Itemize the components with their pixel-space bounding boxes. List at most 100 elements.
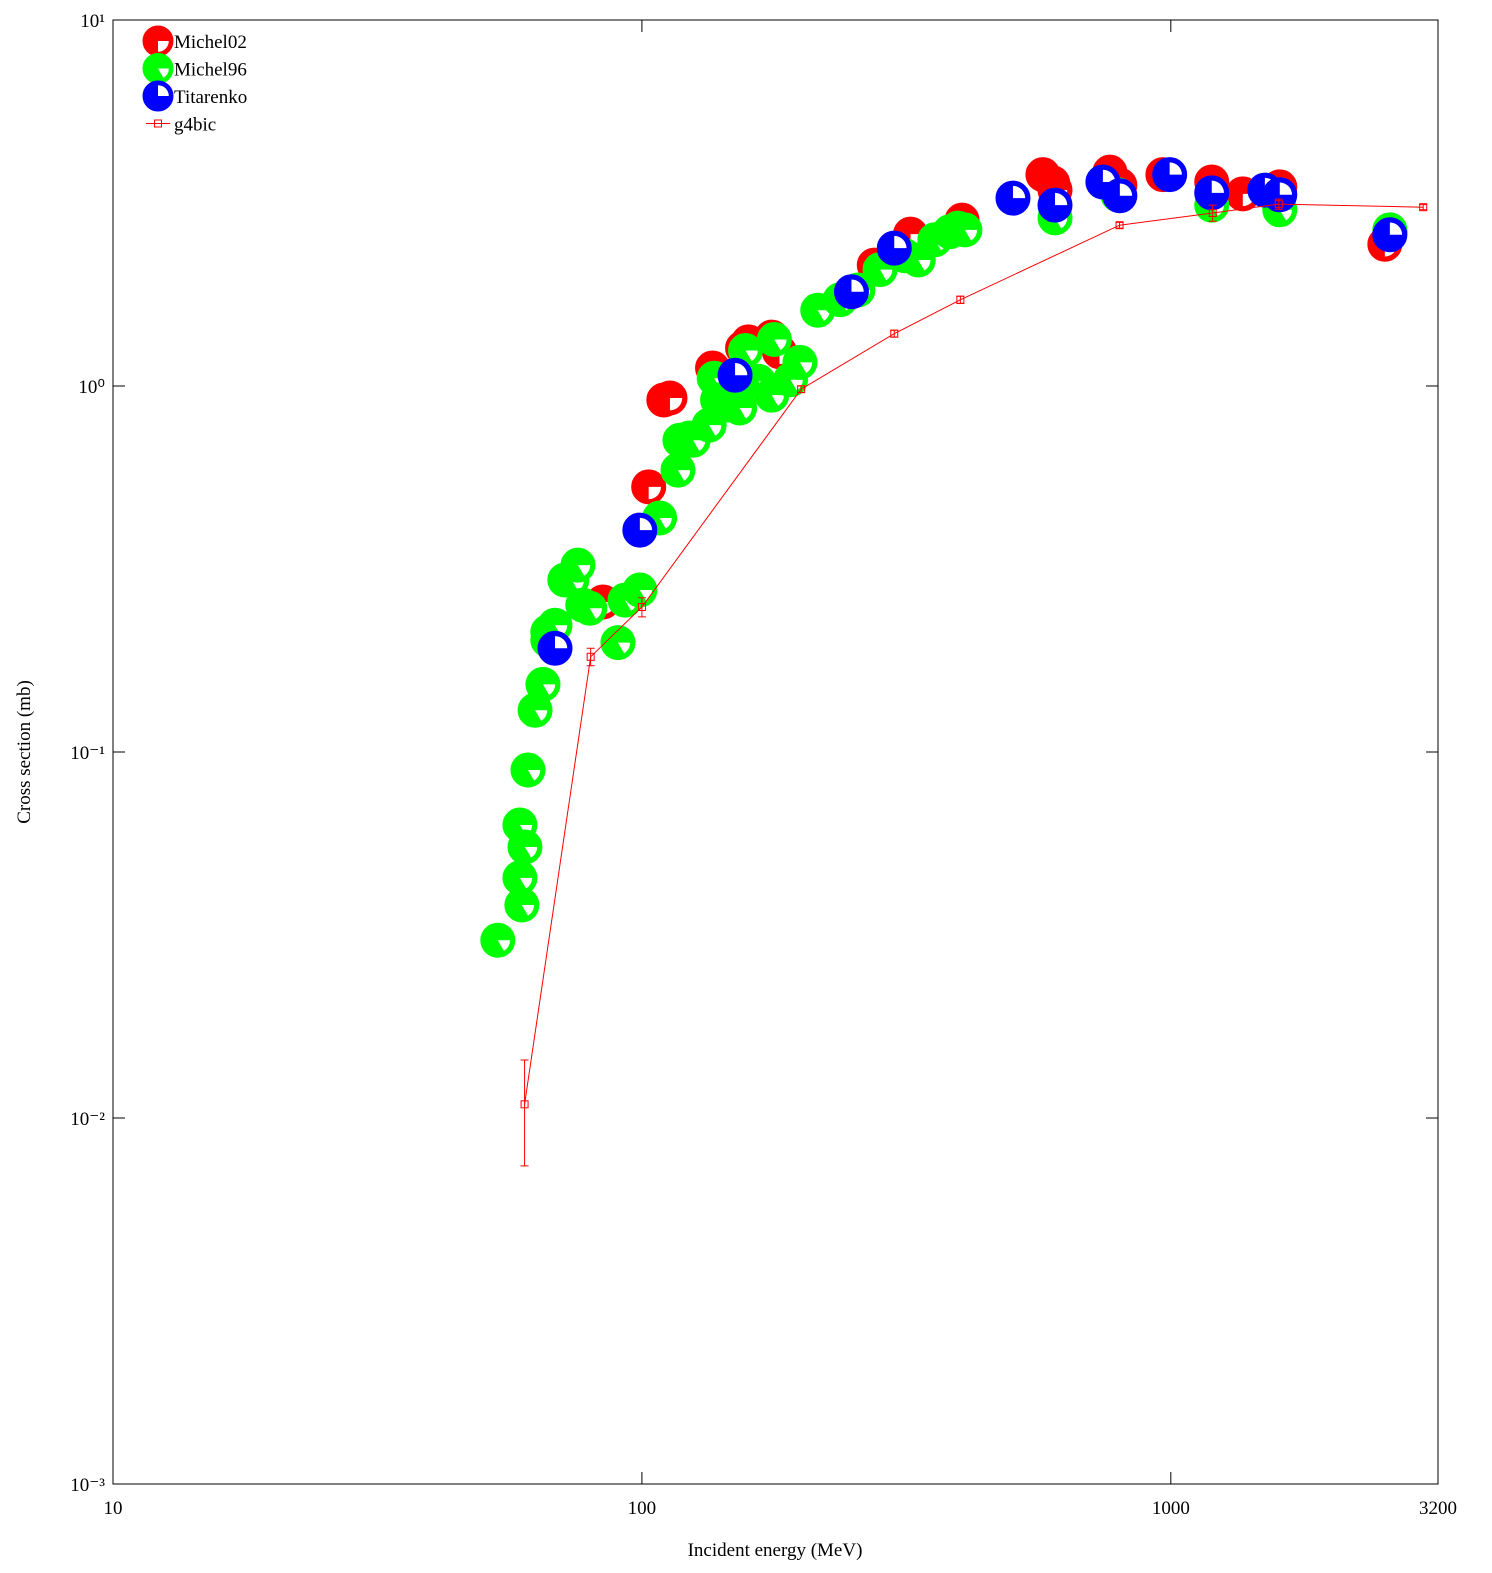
series-line (524, 203, 1424, 1105)
point (510, 752, 546, 788)
point (525, 666, 561, 702)
point (717, 357, 753, 393)
point (572, 590, 608, 626)
point-outline (1152, 157, 1188, 193)
point (1208, 208, 1217, 217)
point (1372, 217, 1408, 253)
point (1419, 203, 1428, 212)
point (756, 321, 792, 357)
point (660, 452, 696, 488)
point (560, 547, 596, 583)
y-tick-label: 10⁰ (78, 377, 105, 398)
point (520, 1100, 529, 1109)
point (631, 469, 667, 505)
point-wedge (542, 684, 556, 696)
point-outline (525, 666, 561, 702)
legend-marker (154, 119, 162, 128)
point-wedge (659, 517, 672, 529)
point-wedge (648, 486, 661, 500)
point-outline (600, 625, 636, 661)
point (1037, 187, 1073, 223)
point (1102, 178, 1138, 214)
point (876, 230, 912, 266)
point-wedge (158, 68, 169, 78)
point (1115, 221, 1124, 230)
error-bar (520, 1059, 529, 1167)
error-bar (890, 329, 899, 338)
point (956, 295, 965, 304)
point-wedge (519, 877, 533, 889)
point-wedge (918, 259, 931, 271)
x-tick-label: 1000 (1152, 1498, 1190, 1519)
error-bar (1115, 221, 1124, 229)
point-outline (480, 922, 516, 958)
point-outline (622, 512, 658, 548)
legend-entry: g4bic (146, 115, 216, 136)
point-outline (995, 180, 1031, 216)
point-wedge (555, 625, 568, 636)
point-wedge (693, 440, 706, 451)
point-wedge (669, 398, 683, 411)
point (1262, 177, 1298, 213)
point-outline (1037, 187, 1073, 223)
y-tick-label: 10⁻² (70, 1109, 105, 1130)
error-bar (637, 597, 646, 618)
x-tick-label: 100 (628, 1498, 657, 1519)
point (722, 390, 758, 426)
point (537, 630, 573, 666)
point-wedge (774, 339, 787, 351)
point (782, 344, 818, 380)
error-bar (586, 647, 595, 667)
point-outline (507, 829, 543, 865)
point-wedge (799, 362, 813, 374)
legend-label: Titarenko (174, 87, 247, 108)
error-bar (956, 295, 965, 305)
legend-label: Michel02 (174, 32, 247, 53)
point-wedge (1102, 169, 1116, 182)
point (652, 380, 688, 416)
point-outline (1262, 177, 1298, 213)
point-wedge (1389, 222, 1403, 235)
point-outline (142, 80, 174, 112)
x-axis-label: Incident energy (MeV) (688, 1540, 863, 1561)
plot-frame (112, 19, 1439, 1485)
point (142, 25, 174, 57)
point-wedge (709, 425, 722, 436)
point-outline (833, 274, 869, 310)
point (600, 625, 636, 661)
point-outline (631, 469, 667, 505)
point-wedge (521, 904, 535, 916)
point-wedge (1169, 162, 1182, 175)
legend-label: g4bic (174, 115, 216, 136)
point-outline (782, 344, 818, 380)
legend-entry: Michel02 (142, 25, 247, 57)
point (833, 274, 869, 310)
point (142, 80, 174, 112)
point (637, 602, 646, 611)
point-wedge (894, 235, 907, 249)
point-outline (560, 547, 596, 583)
point-wedge (527, 769, 541, 781)
point-outline (1372, 217, 1408, 253)
error-bar (1208, 204, 1217, 222)
point-wedge (524, 847, 538, 858)
legend-entry: Titarenko (142, 80, 247, 112)
point (947, 212, 983, 248)
point-outline (876, 230, 912, 266)
point-outline (572, 590, 608, 626)
point-outline (652, 380, 688, 416)
point-wedge (617, 642, 631, 654)
x-tick-label: 3200 (1419, 1498, 1457, 1519)
point-wedge (577, 565, 591, 576)
point-wedge (1055, 192, 1068, 206)
y-tick-label: 10¹ (80, 11, 105, 32)
x-tick-label: 10 (104, 1498, 123, 1519)
point-outline (622, 572, 658, 608)
point-wedge (589, 608, 603, 619)
point-outline (756, 321, 792, 357)
point-wedge (497, 940, 511, 951)
point-wedge (790, 379, 803, 391)
point-wedge (851, 279, 864, 292)
y-tick-label: 10⁻¹ (70, 743, 105, 764)
